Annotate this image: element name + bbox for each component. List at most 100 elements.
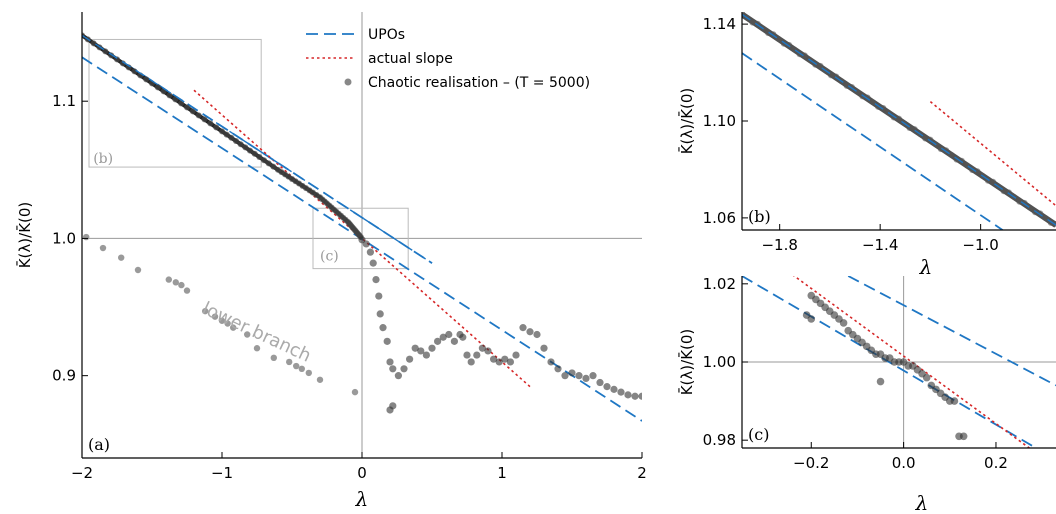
chaotic-point	[459, 333, 467, 341]
main-branch-point	[859, 93, 866, 100]
main-branch-point	[749, 19, 756, 26]
chaotic-point	[506, 358, 514, 366]
panel-c-chart: −0.2 0.0 0.2 0.98 1.00 1.02 λ K̄(λ)/K̄(0) (c)	[677, 275, 1056, 514]
main-branch-point	[213, 124, 220, 131]
main-branch-point	[817, 62, 824, 69]
chaotic-point	[807, 315, 816, 323]
lower-branch-point	[305, 369, 312, 377]
chaotic-point	[394, 372, 402, 380]
y-tick-label: 1.10	[703, 112, 736, 130]
chaotic-point	[369, 259, 377, 267]
lower-branch-point	[172, 279, 179, 286]
main-branch-point	[228, 134, 235, 141]
plot-area	[82, 12, 642, 458]
lower-branch-point	[83, 233, 90, 241]
chaotic-point	[375, 292, 383, 300]
chaotic-point	[582, 374, 590, 383]
x-tick-label: −1.4	[862, 236, 898, 254]
chaotic-point	[589, 372, 597, 380]
chaotic-point	[379, 324, 387, 332]
chaotic-point	[473, 351, 481, 359]
chaotic-point	[631, 392, 639, 400]
main-branch-point	[237, 141, 244, 148]
chaotic-point	[610, 385, 618, 393]
chaotic-point	[478, 344, 486, 352]
legend: UPOs actual slope Chaotic realisation – (T…	[306, 27, 590, 91]
main-branch-point	[261, 157, 267, 164]
x-axis-label: λ	[355, 487, 369, 511]
main-branch-point	[166, 92, 173, 99]
lower-branch-point	[230, 324, 237, 331]
chaotic-point	[603, 383, 611, 391]
chaotic-point	[376, 310, 384, 318]
main-branch-point	[937, 146, 944, 153]
main-branch-point	[119, 60, 126, 67]
main-branch-point	[247, 147, 253, 154]
y-tick-label: 1.0	[52, 229, 76, 247]
chaotic-point	[450, 337, 458, 345]
x-tick-label: −1.0	[962, 236, 998, 254]
chaotic-point	[495, 358, 503, 366]
chaotic-point	[389, 402, 397, 410]
inset-c-label: (c)	[320, 248, 339, 264]
lower-branch-point	[211, 313, 219, 320]
lower-branch-point	[270, 354, 277, 362]
chaotic-point	[950, 397, 959, 405]
main-branch-point	[143, 76, 150, 83]
lower-branch-point	[202, 307, 209, 315]
main-branch-point	[189, 108, 196, 115]
chaotic-point	[411, 344, 419, 352]
main-branch-point	[207, 120, 214, 127]
x-tick-label: −2	[71, 464, 93, 482]
y-axis-label: K̄(λ)/K̄(0)	[677, 329, 696, 396]
actual-slope-line	[792, 276, 1031, 448]
x-axis-label: λ	[919, 255, 933, 279]
main-branch-point	[195, 112, 202, 119]
x-tick-label: −1	[211, 464, 233, 482]
main-branch-point	[765, 30, 772, 37]
y-axis-label: K̄(λ)/K̄(0)	[15, 202, 34, 269]
x-tick-label: −1.8	[761, 236, 797, 254]
x-tick-label: 2	[637, 464, 647, 482]
main-branch-point	[219, 128, 225, 135]
main-branch-point	[880, 105, 887, 112]
y-tick-label: 0.98	[703, 431, 736, 449]
chaotic-point	[501, 355, 509, 363]
chaotic-point	[959, 432, 968, 441]
chaotic-point	[463, 351, 471, 359]
x-tick-label: 1	[497, 464, 507, 482]
chaotic-point	[362, 240, 370, 248]
plot-area	[742, 276, 1056, 448]
upos-line	[847, 276, 1056, 387]
lower-branch-point	[183, 287, 191, 294]
chaotic-point	[386, 358, 394, 366]
panel-label: (c)	[748, 425, 769, 444]
main-branch-point	[974, 168, 981, 175]
legend-entry-label: Chaotic realisation – (T = 5000)	[368, 75, 590, 91]
chaotic-point	[922, 373, 931, 382]
chaotic-point	[526, 328, 534, 336]
main-branch-point	[869, 99, 876, 106]
chaotic-point	[519, 324, 527, 332]
y-tick-label: 1.00	[703, 353, 736, 371]
y-tick-label: 1.02	[703, 275, 736, 293]
chaotic-point	[383, 337, 391, 345]
lower-branch-point	[316, 376, 324, 383]
lower-branch-point	[118, 254, 125, 261]
y-axis-label: K̄(λ)/K̄(0)	[677, 88, 696, 155]
main-branch-point	[1032, 209, 1039, 216]
lower-branch-annotation: lower branch	[199, 298, 314, 367]
main-branch-point	[251, 150, 258, 157]
chaotic-point	[467, 358, 475, 366]
chaotic-point	[422, 351, 430, 359]
lower-branch-point	[286, 358, 293, 366]
main-branch-point	[922, 135, 929, 142]
main-branch-point	[786, 41, 793, 48]
main-branch-point	[1016, 198, 1023, 205]
chaotic-point	[554, 365, 562, 373]
main-branch-point	[801, 52, 808, 59]
chaotic-point	[624, 391, 632, 399]
main-branch-point	[90, 40, 97, 47]
y-tick-label: 1.1	[52, 92, 76, 110]
chaotic-point	[372, 276, 380, 284]
